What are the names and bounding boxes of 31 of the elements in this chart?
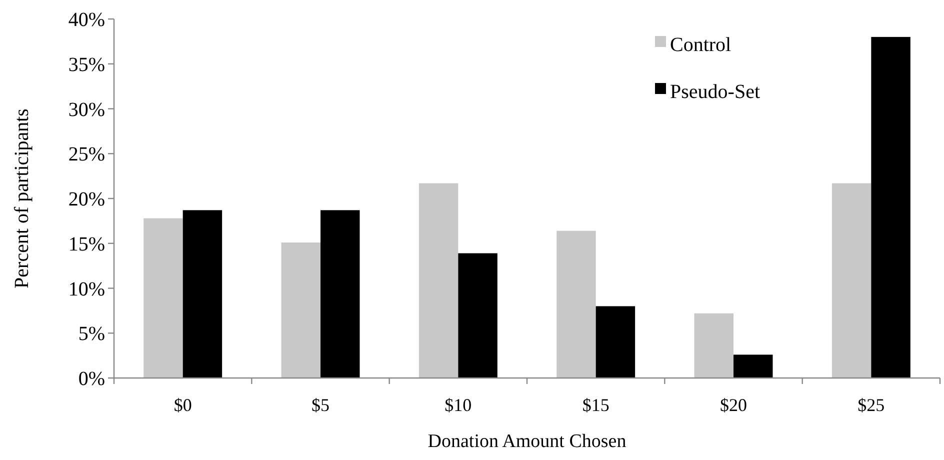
bar — [458, 253, 498, 378]
y-axis-title: Percent of participants — [11, 108, 33, 288]
bar — [871, 36, 910, 378]
legend-label: Pseudo-Set — [670, 81, 760, 103]
bar — [734, 354, 773, 378]
y-tick-label: 20% — [68, 188, 105, 210]
x-tick-label: $5 — [312, 395, 330, 415]
x-tick-label: $25 — [858, 395, 885, 415]
bar — [418, 183, 458, 378]
y-tick-label: 30% — [68, 98, 105, 121]
legend-label: Control — [670, 34, 732, 56]
bar — [281, 242, 320, 378]
x-tick-label: $15 — [582, 395, 610, 415]
y-tick-label: 15% — [68, 233, 105, 256]
y-tick-label: 0% — [78, 368, 105, 390]
x-tick-label: $20 — [720, 395, 747, 415]
x-tick-label: $0 — [174, 395, 192, 415]
bar — [556, 230, 596, 378]
y-tick-label: 25% — [68, 144, 105, 166]
x-tick-label: $10 — [444, 395, 472, 415]
y-tick-label: 10% — [68, 278, 105, 300]
bar — [320, 210, 360, 378]
bar — [182, 210, 222, 378]
bar — [144, 218, 183, 378]
bar — [596, 306, 636, 378]
x-axis-title: Donation Amount Chosen — [428, 431, 627, 452]
y-tick-label: 40% — [68, 9, 105, 31]
y-tick-label: 5% — [78, 323, 105, 346]
y-tick-label: 35% — [68, 54, 105, 76]
bar — [694, 313, 734, 378]
bar — [832, 183, 872, 378]
